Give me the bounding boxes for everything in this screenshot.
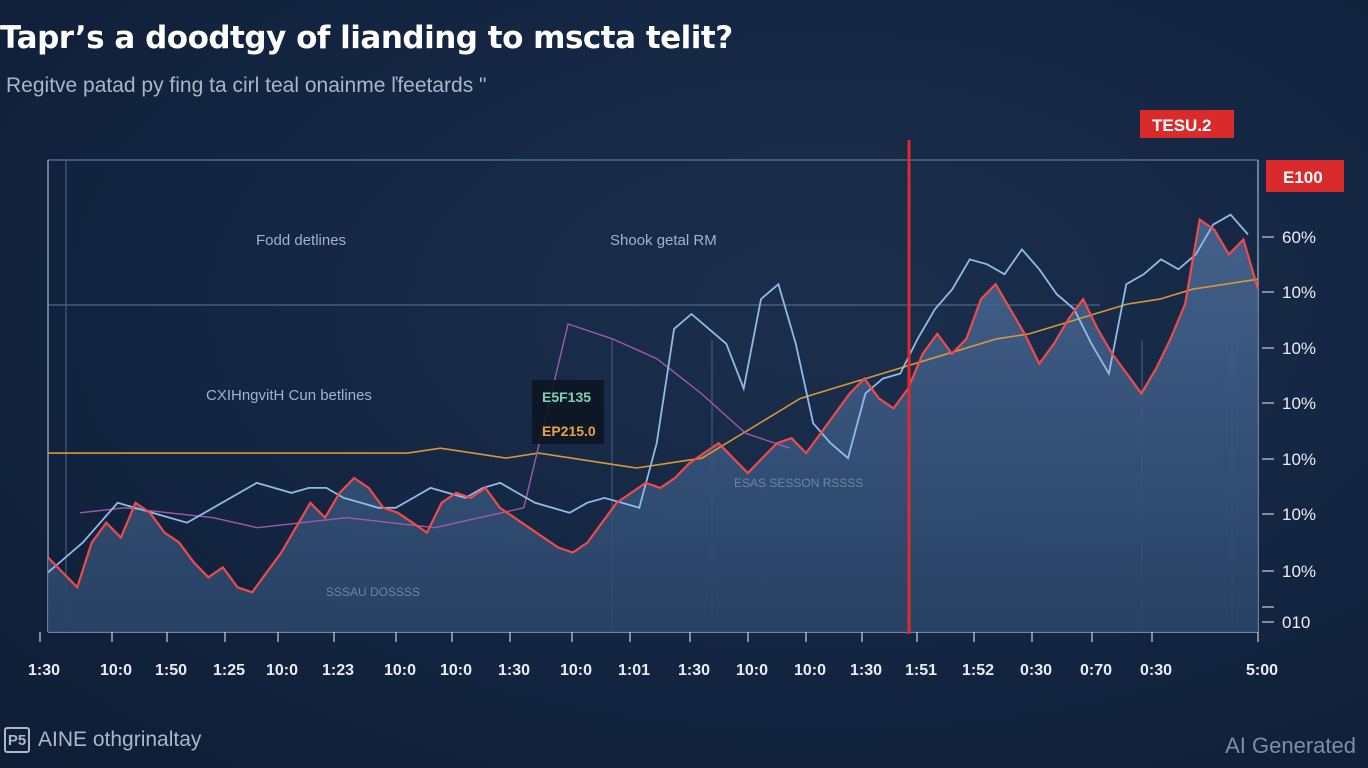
x-tick-label-7: 10:0: [440, 662, 472, 679]
price-box-green: E5F135: [542, 389, 591, 405]
chart-title: Tapr’s a doodtgy of lianding to mscta te…: [0, 20, 733, 56]
x-tick-label-4: 10:0: [266, 662, 298, 679]
y-tick-label-4: 10%: [1282, 394, 1316, 413]
x-tick-label-17: 0:30: [1020, 662, 1052, 679]
x-tick-label-15: 1:51: [905, 662, 937, 679]
annotation-region-left: Fodd detlines: [256, 232, 346, 249]
brand-footer: P5 AINE othgrinaltay: [4, 727, 201, 753]
x-tick-label-20: 5:00: [1246, 662, 1278, 679]
price-area: [48, 219, 1258, 632]
x-tick-label-11: 1:30: [678, 662, 710, 679]
callout-top-bg: [1140, 110, 1234, 138]
x-tick-label-18: 0:70: [1080, 662, 1112, 679]
x-tick-label-8: 1:30: [498, 662, 530, 679]
y-tick-label-5: 10%: [1282, 450, 1316, 469]
callout-right-bg: [1266, 160, 1344, 192]
x-tick-label-9: 10:0: [560, 662, 592, 679]
annotation-region-mid: Shook getal RM: [610, 232, 717, 249]
series-line-blue: [47, 213, 1249, 574]
x-tick-label-0: 1:30: [28, 662, 60, 679]
y-tick-label-1: 60%: [1282, 228, 1316, 247]
price-box-bg: [532, 380, 604, 444]
x-tick-label-2: 1:50: [155, 662, 187, 679]
annotation-region-lower: CXIHngvitH Cun betlines: [206, 387, 372, 404]
callout-right-label: E100: [1283, 168, 1323, 187]
x-tick-label-14: 1:30: [850, 662, 882, 679]
x-tick-label-3: 1:25: [213, 662, 245, 679]
annotations: Fodd detlines Shook getal RM CXIHngvitH Cu…: [206, 110, 1344, 634]
y-tick-label-2: 10%: [1282, 283, 1316, 302]
annotation-faint-b: SSSAU DOSSSS: [326, 585, 420, 599]
x-tick-label-5: 1:23: [322, 662, 354, 679]
y-tick-label-7: 10%: [1282, 562, 1316, 581]
y-tick-label-6: 10%: [1282, 505, 1316, 524]
annotation-faint-a: ESAS SESSON RSSSS: [734, 476, 863, 490]
axis-ticks: 60% 10% 10% 10% 10% 10% 10% 010 1:30 10:0 1:50 1:25…: [28, 228, 1316, 679]
x-tick-label-6: 10:0: [384, 662, 416, 679]
area-fill: [48, 219, 1258, 632]
chart-subtitle: Regitve patad py fing ta cirl teal onain…: [6, 74, 487, 97]
x-tick-label-10: 1:01: [618, 662, 650, 679]
price-box-orange: EP215.0: [542, 423, 596, 439]
y-tick-label-8: 010: [1282, 613, 1310, 632]
x-tick-label-13: 10:0: [794, 662, 826, 679]
ai-generated-watermark: AI Generated: [1225, 733, 1356, 758]
series-lines: [47, 213, 1260, 594]
brand-logo-icon: P5: [4, 727, 30, 753]
y-tick-label-3: 10%: [1282, 339, 1316, 358]
x-tick-label-1: 10:0: [100, 662, 132, 679]
series-line-orange: [48, 278, 1259, 469]
x-tick-label-16: 1:52: [962, 662, 994, 679]
callout-top-label: TESU.2: [1152, 116, 1212, 135]
series-line-red: [47, 217, 1260, 594]
brand-name: AINE othgrinaltay: [38, 728, 202, 751]
x-tick-label-19: 0:30: [1140, 662, 1172, 679]
x-tick-label-12: 10:0: [736, 662, 768, 679]
